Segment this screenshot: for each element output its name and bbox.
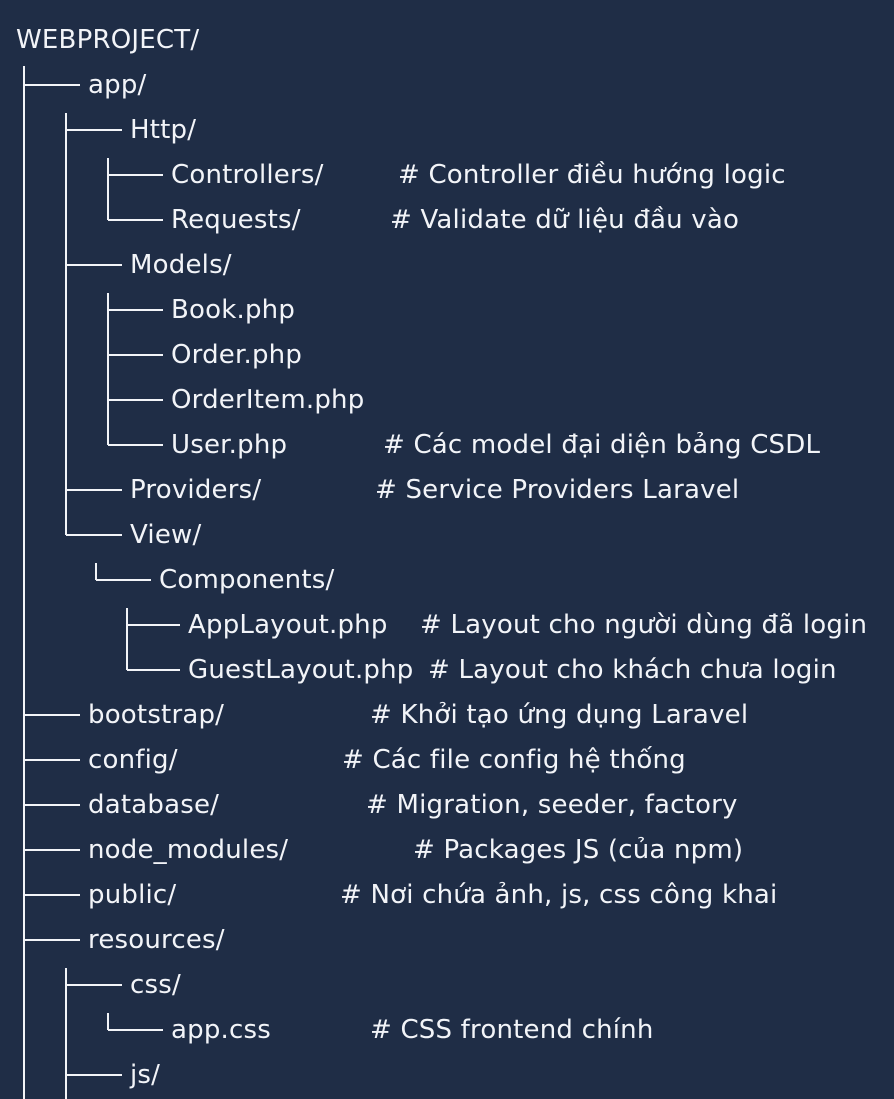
tree-item-label: css/: [130, 970, 181, 1000]
tree-item-label: View/: [130, 520, 202, 550]
tree-item-label: Controllers/: [171, 160, 324, 190]
tree-row: Book.php: [0, 288, 894, 333]
tree-item-label: Book.php: [171, 295, 296, 325]
tree-item-comment: # Packages JS (của npm): [413, 835, 744, 865]
tree-root-label: WEBPROJECT/: [16, 25, 200, 55]
tree-item-comment: # Validate dữ liệu đầu vào: [390, 205, 740, 235]
tree-item-label: resources/: [88, 925, 225, 955]
tree-item-label: Providers/: [130, 475, 262, 505]
tree-item-label: GuestLayout.php: [188, 655, 414, 685]
tree-row: node_modules/ # Packages JS (của npm): [0, 828, 894, 873]
tree-item-label: Models/: [130, 250, 232, 280]
tree-row: resources/: [0, 918, 894, 963]
tree-item-label: Order.php: [171, 340, 303, 370]
tree-item-label: Http/: [130, 115, 197, 145]
tree-row: Controllers/ # Controller điều hướng logi…: [0, 153, 894, 198]
tree-row: Components/: [0, 558, 894, 603]
tree-item-label: app.css: [171, 1015, 271, 1045]
tree-item-comment: # CSS frontend chính: [370, 1015, 654, 1045]
tree-item-comment: # Các model đại diện bảng CSDL: [383, 430, 821, 460]
tree-row: User.php # Các model đại diện bảng CSDL: [0, 423, 894, 468]
tree-item-label: Components/: [159, 565, 335, 595]
tree-row: js/: [0, 1053, 894, 1098]
tree-row: database/ # Migration, seeder, factory: [0, 783, 894, 828]
tree-row: View/: [0, 513, 894, 558]
tree-row: app/: [0, 63, 894, 108]
tree-item-comment: # Layout cho khách chưa login: [428, 655, 837, 685]
tree-item-comment: # Controller điều hướng logic: [398, 160, 786, 190]
tree-item-comment: # Nơi chứa ảnh, js, css công khai: [340, 880, 778, 910]
tree-item-label: app/: [88, 70, 147, 100]
tree-item-comment: # Service Providers Laravel: [375, 475, 740, 505]
tree-item-comment: # Các file config hệ thống: [342, 745, 686, 775]
tree-row: Providers/ # Service Providers Laravel: [0, 468, 894, 513]
tree-row: GuestLayout.php # Layout cho khách chưa l…: [0, 648, 894, 693]
tree-root-row: WEBPROJECT/: [0, 18, 894, 63]
tree-row: Requests/ # Validate dữ liệu đầu vào: [0, 198, 894, 243]
tree-item-label: Requests/: [171, 205, 301, 235]
tree-item-comment: # Migration, seeder, factory: [366, 790, 738, 820]
tree-row: public/ # Nơi chứa ảnh, js, css công khai: [0, 873, 894, 918]
tree-row: app.css # CSS frontend chính: [0, 1008, 894, 1053]
tree-row: Models/: [0, 243, 894, 288]
tree-item-label: public/: [88, 880, 177, 910]
tree-item-label: User.php: [171, 430, 288, 460]
tree-row: Http/: [0, 108, 894, 153]
tree-item-label: node_modules/: [88, 835, 289, 865]
tree-item-comment: # Khởi tạo ứng dụng Laravel: [370, 700, 749, 730]
tree-row: config/ # Các file config hệ thống: [0, 738, 894, 783]
tree-item-label: js/: [130, 1060, 161, 1090]
tree-row: bootstrap/ # Khởi tạo ứng dụng Laravel: [0, 693, 894, 738]
tree-item-label: OrderItem.php: [171, 385, 365, 415]
tree-item-label: AppLayout.php: [188, 610, 388, 640]
tree-row: Order.php: [0, 333, 894, 378]
tree-item-label: database/: [88, 790, 220, 820]
tree-row: css/: [0, 963, 894, 1008]
tree-item-comment: # Layout cho người dùng đã login: [420, 610, 868, 640]
tree-row: OrderItem.php: [0, 378, 894, 423]
tree-item-label: bootstrap/: [88, 700, 225, 730]
tree-item-label: config/: [88, 745, 178, 775]
tree-row: AppLayout.php # Layout cho người dùng đã …: [0, 603, 894, 648]
